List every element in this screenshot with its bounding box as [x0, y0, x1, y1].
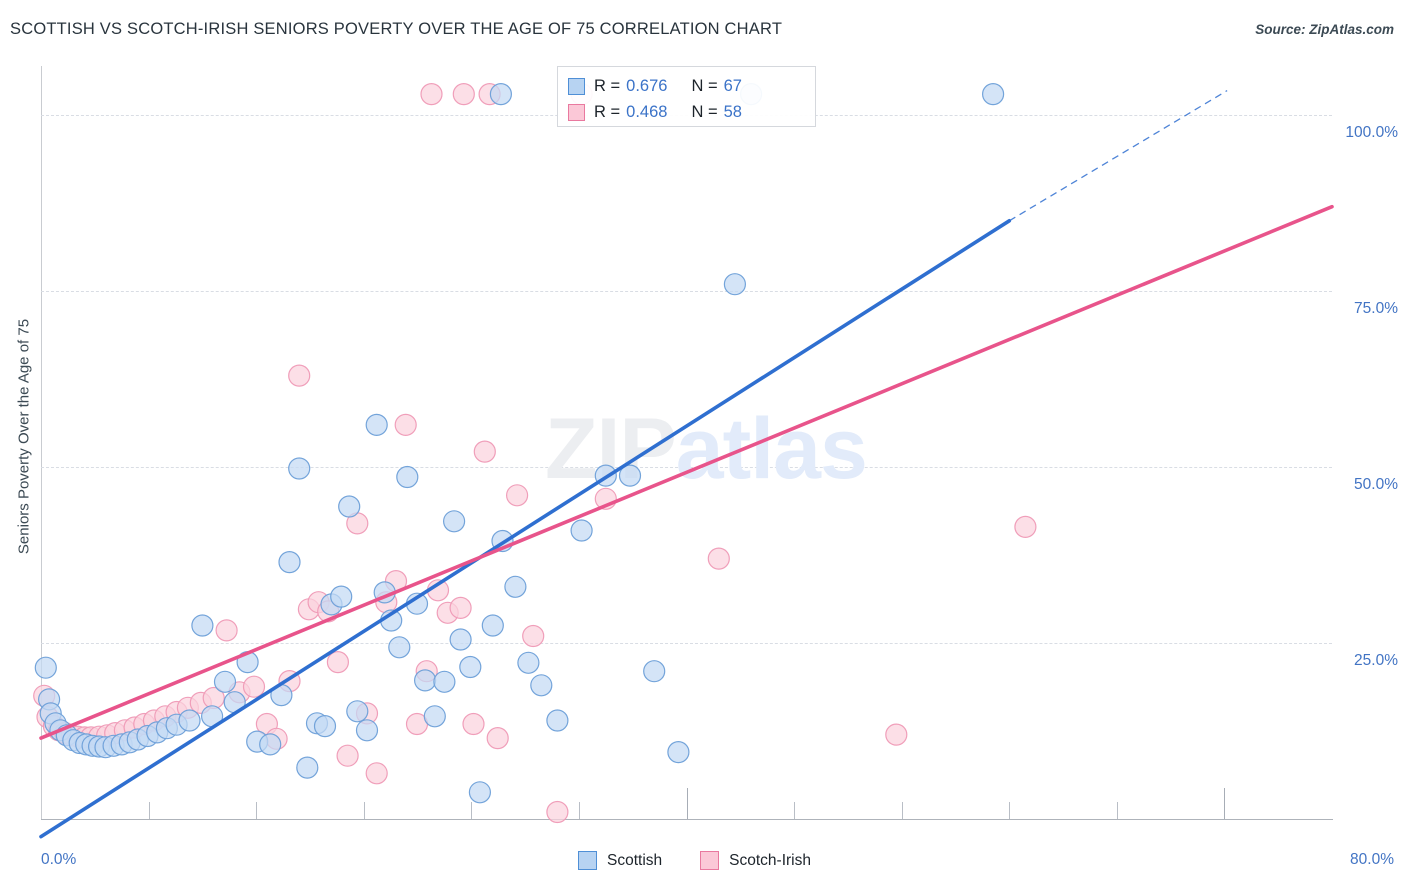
x-axis-tick: [1117, 802, 1118, 819]
y-tick-label-75: 75.0%: [1354, 300, 1398, 318]
gridline-25: [41, 643, 1332, 645]
y-tick-label-25: 25.0%: [1354, 652, 1398, 670]
scotch-irish-n-value: 58: [723, 102, 742, 121]
scotch-irish-n-key: N =: [691, 102, 718, 121]
x-axis-tick: [579, 802, 580, 819]
series-legend: Scottish Scotch-Irish: [578, 851, 849, 870]
source-label: Source: ZipAtlas.com: [1255, 22, 1394, 37]
scotch-irish-r-value: 0.468: [626, 102, 668, 121]
y-tick-label-100: 100.0%: [1345, 124, 1398, 142]
scotch-irish-r-key: R =: [594, 102, 621, 121]
correlation-stats-box: R = 0.676 N = 67 R = 0.468 N = 58: [557, 66, 816, 127]
legend-item-scotch-irish[interactable]: Scotch-Irish: [700, 851, 811, 870]
scottish-n-value: 67: [723, 76, 742, 95]
x-axis-max-label: 80.0%: [1350, 851, 1394, 868]
x-axis-tick: [1009, 802, 1010, 819]
y-tick-label-50: 50.0%: [1354, 476, 1398, 494]
plot-area: [41, 66, 1332, 818]
legend-item-scottish[interactable]: Scottish: [578, 851, 662, 870]
x-axis-tick: [1224, 788, 1225, 819]
legend-label-scotch-irish: Scotch-Irish: [729, 851, 811, 869]
scotch-irish-swatch-icon: [568, 103, 585, 121]
scottish-swatch-icon: [568, 77, 585, 95]
scottish-r-value: 0.676: [626, 76, 668, 95]
x-axis-tick: [471, 802, 472, 819]
x-axis-tick: [794, 802, 795, 819]
x-axis-tick: [364, 802, 365, 819]
x-axis-tick: [902, 802, 903, 819]
scottish-n-key: N =: [691, 76, 718, 95]
gridline-75: [41, 291, 1332, 293]
legend-swatch-scottish-icon: [578, 851, 597, 870]
stats-row-scotch-irish: R = 0.468 N = 58: [568, 99, 805, 125]
gridline-50: [41, 467, 1332, 469]
legend-label-scottish: Scottish: [607, 851, 663, 869]
x-axis-min-label: 0.0%: [41, 851, 77, 868]
stats-row-scottish: R = 0.676 N = 67: [568, 73, 805, 99]
y-axis-title: Seniors Poverty Over the Age of 75: [15, 318, 33, 555]
x-axis-tick: [256, 802, 257, 819]
legend-swatch-scotch-irish-icon: [700, 851, 720, 870]
x-axis-line: [41, 819, 1333, 820]
x-axis-tick: [149, 802, 150, 819]
x-axis-tick: [687, 788, 688, 819]
scottish-r-key: R =: [594, 76, 621, 95]
page-title: SCOTTISH VS SCOTCH-IRISH SENIORS POVERTY…: [10, 20, 783, 38]
